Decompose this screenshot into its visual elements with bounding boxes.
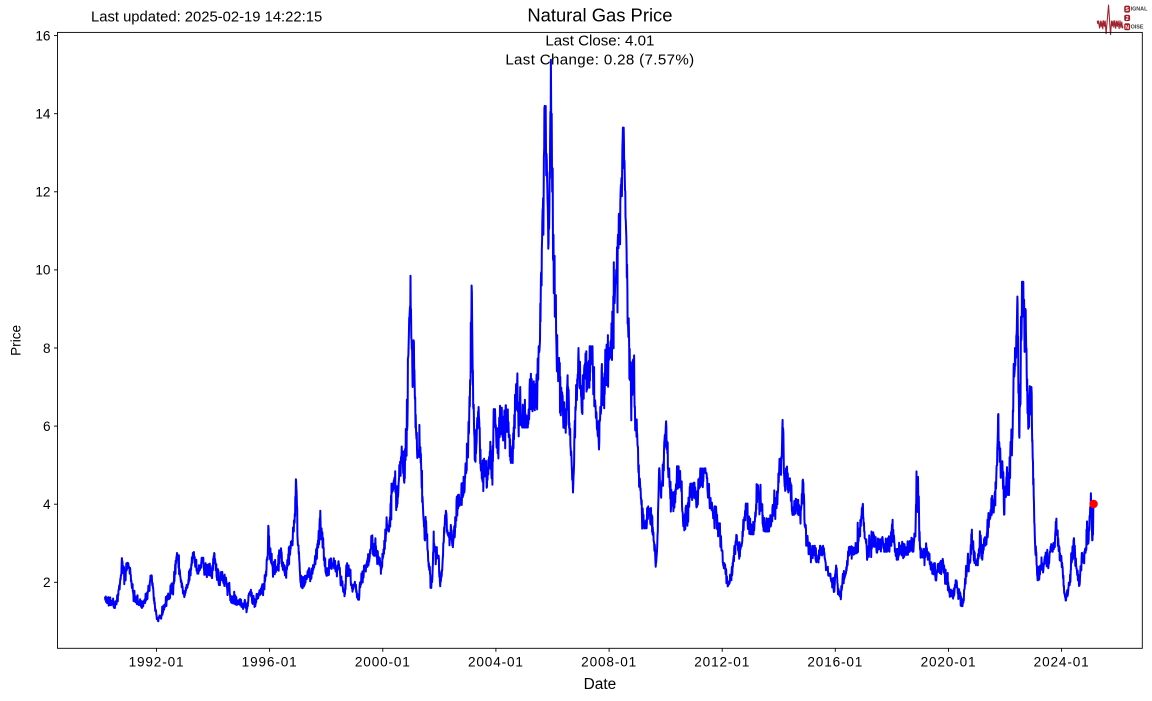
svg-text:Date: Date bbox=[584, 676, 617, 693]
svg-text:Price: Price bbox=[8, 325, 23, 356]
svg-text:Last Close: 4.01: Last Close: 4.01 bbox=[545, 33, 654, 50]
svg-text:1992-01: 1992-01 bbox=[129, 655, 185, 670]
svg-text:8: 8 bbox=[43, 341, 51, 356]
svg-text:6: 6 bbox=[43, 419, 51, 434]
svg-text:N: N bbox=[1125, 25, 1129, 31]
svg-text:2016-01: 2016-01 bbox=[807, 655, 863, 670]
svg-text:1996-01: 1996-01 bbox=[242, 655, 298, 670]
svg-text:2012-01: 2012-01 bbox=[694, 655, 750, 670]
svg-text:IGNAL: IGNAL bbox=[1131, 7, 1148, 13]
svg-text:12: 12 bbox=[35, 185, 50, 200]
svg-text:2000-01: 2000-01 bbox=[355, 655, 411, 670]
svg-text:14: 14 bbox=[35, 107, 51, 122]
svg-text:2: 2 bbox=[43, 575, 51, 590]
svg-text:S: S bbox=[1125, 7, 1129, 13]
svg-text:2020-01: 2020-01 bbox=[921, 655, 977, 670]
svg-text:16: 16 bbox=[35, 28, 50, 43]
svg-text:2024-01: 2024-01 bbox=[1034, 655, 1090, 670]
svg-text:4: 4 bbox=[43, 497, 51, 512]
svg-text:OISE: OISE bbox=[1131, 25, 1144, 31]
svg-text:Last Change: 0.28 (7.57%): Last Change: 0.28 (7.57%) bbox=[505, 52, 694, 69]
svg-text:Last updated: 2025-02-19 14:22: Last updated: 2025-02-19 14:22:15 bbox=[91, 10, 322, 26]
svg-text:10: 10 bbox=[35, 263, 51, 278]
svg-text:Natural Gas Price: Natural Gas Price bbox=[527, 4, 672, 25]
svg-text:2: 2 bbox=[1126, 16, 1129, 22]
svg-text:2004-01: 2004-01 bbox=[468, 655, 524, 670]
svg-text:2008-01: 2008-01 bbox=[581, 655, 637, 670]
